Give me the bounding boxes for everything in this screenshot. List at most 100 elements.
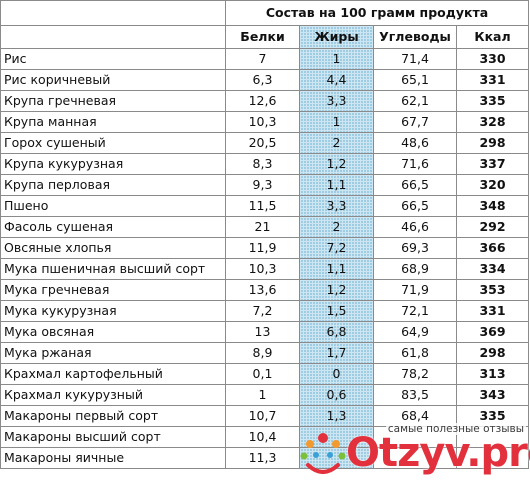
table-row: Мука гречневая 13,6 1,2 71,9 353 (0, 279, 530, 301)
carbs-cell: 71,4 (373, 48, 457, 70)
product-name-cell: Крупа гречневая (0, 90, 226, 112)
table-row: Горох сушеный 20,5 2 48,6 298 (0, 132, 530, 154)
fat-cell: 0 (299, 363, 374, 385)
carbs-cell: 69,3 (373, 237, 457, 259)
fat-cell: 1,5 (299, 300, 374, 322)
carbs-cell: 71,6 (373, 153, 457, 175)
carbs-cell: 65,1 (373, 69, 457, 91)
kcal-cell: 292 (455, 216, 530, 238)
protein-cell: 11,3 (225, 447, 300, 469)
protein-cell: 7,2 (225, 300, 300, 322)
kcal-cell: 353 (455, 279, 530, 301)
protein-cell: 13,6 (225, 279, 300, 301)
product-name-cell: Макароны высший сорт (0, 426, 226, 448)
fat-cell: 4,4 (299, 69, 374, 91)
protein-cell: 10,4 (225, 426, 300, 448)
protein-cell: 20,5 (225, 132, 300, 154)
protein-cell: 10,7 (225, 405, 300, 427)
carbs-cell: 78,2 (373, 363, 457, 385)
fat-cell: 6,8 (299, 321, 374, 343)
carbs-cell: 48,6 (373, 132, 457, 154)
kcal-cell: 343 (455, 384, 530, 406)
product-name-cell: Крахмал картофельный (0, 363, 226, 385)
table-row: Пшено 11,5 3,3 66,5 348 (0, 195, 530, 217)
kcal-cell: 313 (455, 363, 530, 385)
protein-cell: 7 (225, 48, 300, 70)
column-header-row: Белки Жиры Углеводы Ккал (0, 25, 530, 49)
watermark: самые полезные отзывы Otzyv.pro (296, 423, 530, 481)
fat-cell: 2 (299, 216, 374, 238)
kcal-cell: 335 (455, 90, 530, 112)
protein-cell: 21 (225, 216, 300, 238)
carbs-cell: 64,9 (373, 321, 457, 343)
table-row: Крупа гречневая 12,6 3,3 62,1 335 (0, 90, 530, 112)
product-name-cell: Овсяные хлопья (0, 237, 226, 259)
table-row: Макароны высший сорт 10,4 (0, 426, 530, 448)
protein-cell: 6,3 (225, 69, 300, 91)
product-name-cell: Макароны яичные (0, 447, 226, 469)
watermark-tagline: самые полезные отзывы (385, 423, 526, 435)
product-name-cell: Мука гречневая (0, 279, 226, 301)
fat-cell: 0,6 (299, 384, 374, 406)
carbs-cell: 66,5 (373, 195, 457, 217)
protein-cell: 10,3 (225, 258, 300, 280)
protein-cell: 9,3 (225, 174, 300, 196)
product-name-cell: Мука овсяная (0, 321, 226, 343)
carbs-cell: 46,6 (373, 216, 457, 238)
product-name-cell: Макароны первый сорт (0, 405, 226, 427)
table-row: Мука ржаная 8,9 1,7 61,8 298 (0, 342, 530, 364)
column-header-kcal: Ккал (455, 25, 530, 49)
fat-cell: 1,1 (299, 258, 374, 280)
fat-cell: 1,7 (299, 342, 374, 364)
carbs-cell: 61,8 (373, 342, 457, 364)
table-row: Крахмал картофельный 0,1 0 78,2 313 (0, 363, 530, 385)
fat-cell: 1,2 (299, 279, 374, 301)
fat-cell: 2 (299, 132, 374, 154)
watermark-brand: Otzyv.pro (346, 430, 530, 476)
kcal-cell: 298 (455, 132, 530, 154)
fat-cell: 1,2 (299, 153, 374, 175)
table-row: Рис 7 1 71,4 330 (0, 48, 530, 70)
product-name-cell: Мука пшеничная высший сорт (0, 258, 226, 280)
product-name-cell: Крупа кукурузная (0, 153, 226, 175)
fat-cell (299, 426, 374, 448)
product-name-cell: Крахмал кукурузный (0, 384, 226, 406)
fat-cell: 3,3 (299, 195, 374, 217)
protein-cell: 11,5 (225, 195, 300, 217)
column-header-fat: Жиры (299, 25, 374, 49)
table-row: Фасоль сушеная 21 2 46,6 292 (0, 216, 530, 238)
protein-cell: 8,3 (225, 153, 300, 175)
kcal-cell: 331 (455, 69, 530, 91)
table-row: Мука кукурузная 7,2 1,5 72,1 331 (0, 300, 530, 322)
protein-cell: 0,1 (225, 363, 300, 385)
table-row: Крупа манная 10,3 1 67,7 328 (0, 111, 530, 133)
product-name-cell: Мука кукурузная (0, 300, 226, 322)
kcal-cell (455, 447, 530, 469)
product-name-cell: Фасоль сушеная (0, 216, 226, 238)
carbs-cell: 71,9 (373, 279, 457, 301)
kcal-cell: 334 (455, 258, 530, 280)
table-row: Мука пшеничная высший сорт 10,3 1,1 68,9 334 (0, 258, 530, 280)
table-row: Макароны яичные 11,3 (0, 447, 530, 469)
protein-cell: 1 (225, 384, 300, 406)
fat-cell: 1 (299, 48, 374, 70)
product-name-cell: Крупа манная (0, 111, 226, 133)
fat-cell: 7,2 (299, 237, 374, 259)
carbs-cell: 62,1 (373, 90, 457, 112)
kcal-cell: 298 (455, 342, 530, 364)
kcal-cell: 366 (455, 237, 530, 259)
carbs-cell: 66,5 (373, 174, 457, 196)
carbs-cell: 72,1 (373, 300, 457, 322)
nutrition-table: Состав на 100 грамм продукта Белки Жиры … (0, 0, 530, 469)
table-row: Крупа кукурузная 8,3 1,2 71,6 337 (0, 153, 530, 175)
kcal-cell: 320 (455, 174, 530, 196)
fat-cell: 3,3 (299, 90, 374, 112)
product-name-cell: Пшено (0, 195, 226, 217)
kcal-cell: 337 (455, 153, 530, 175)
table-row: Рис коричневый 6,3 4,4 65,1 331 (0, 69, 530, 91)
fat-cell (299, 447, 374, 469)
kcal-cell: 330 (455, 48, 530, 70)
kcal-cell: 331 (455, 300, 530, 322)
protein-cell: 10,3 (225, 111, 300, 133)
protein-cell: 8,9 (225, 342, 300, 364)
